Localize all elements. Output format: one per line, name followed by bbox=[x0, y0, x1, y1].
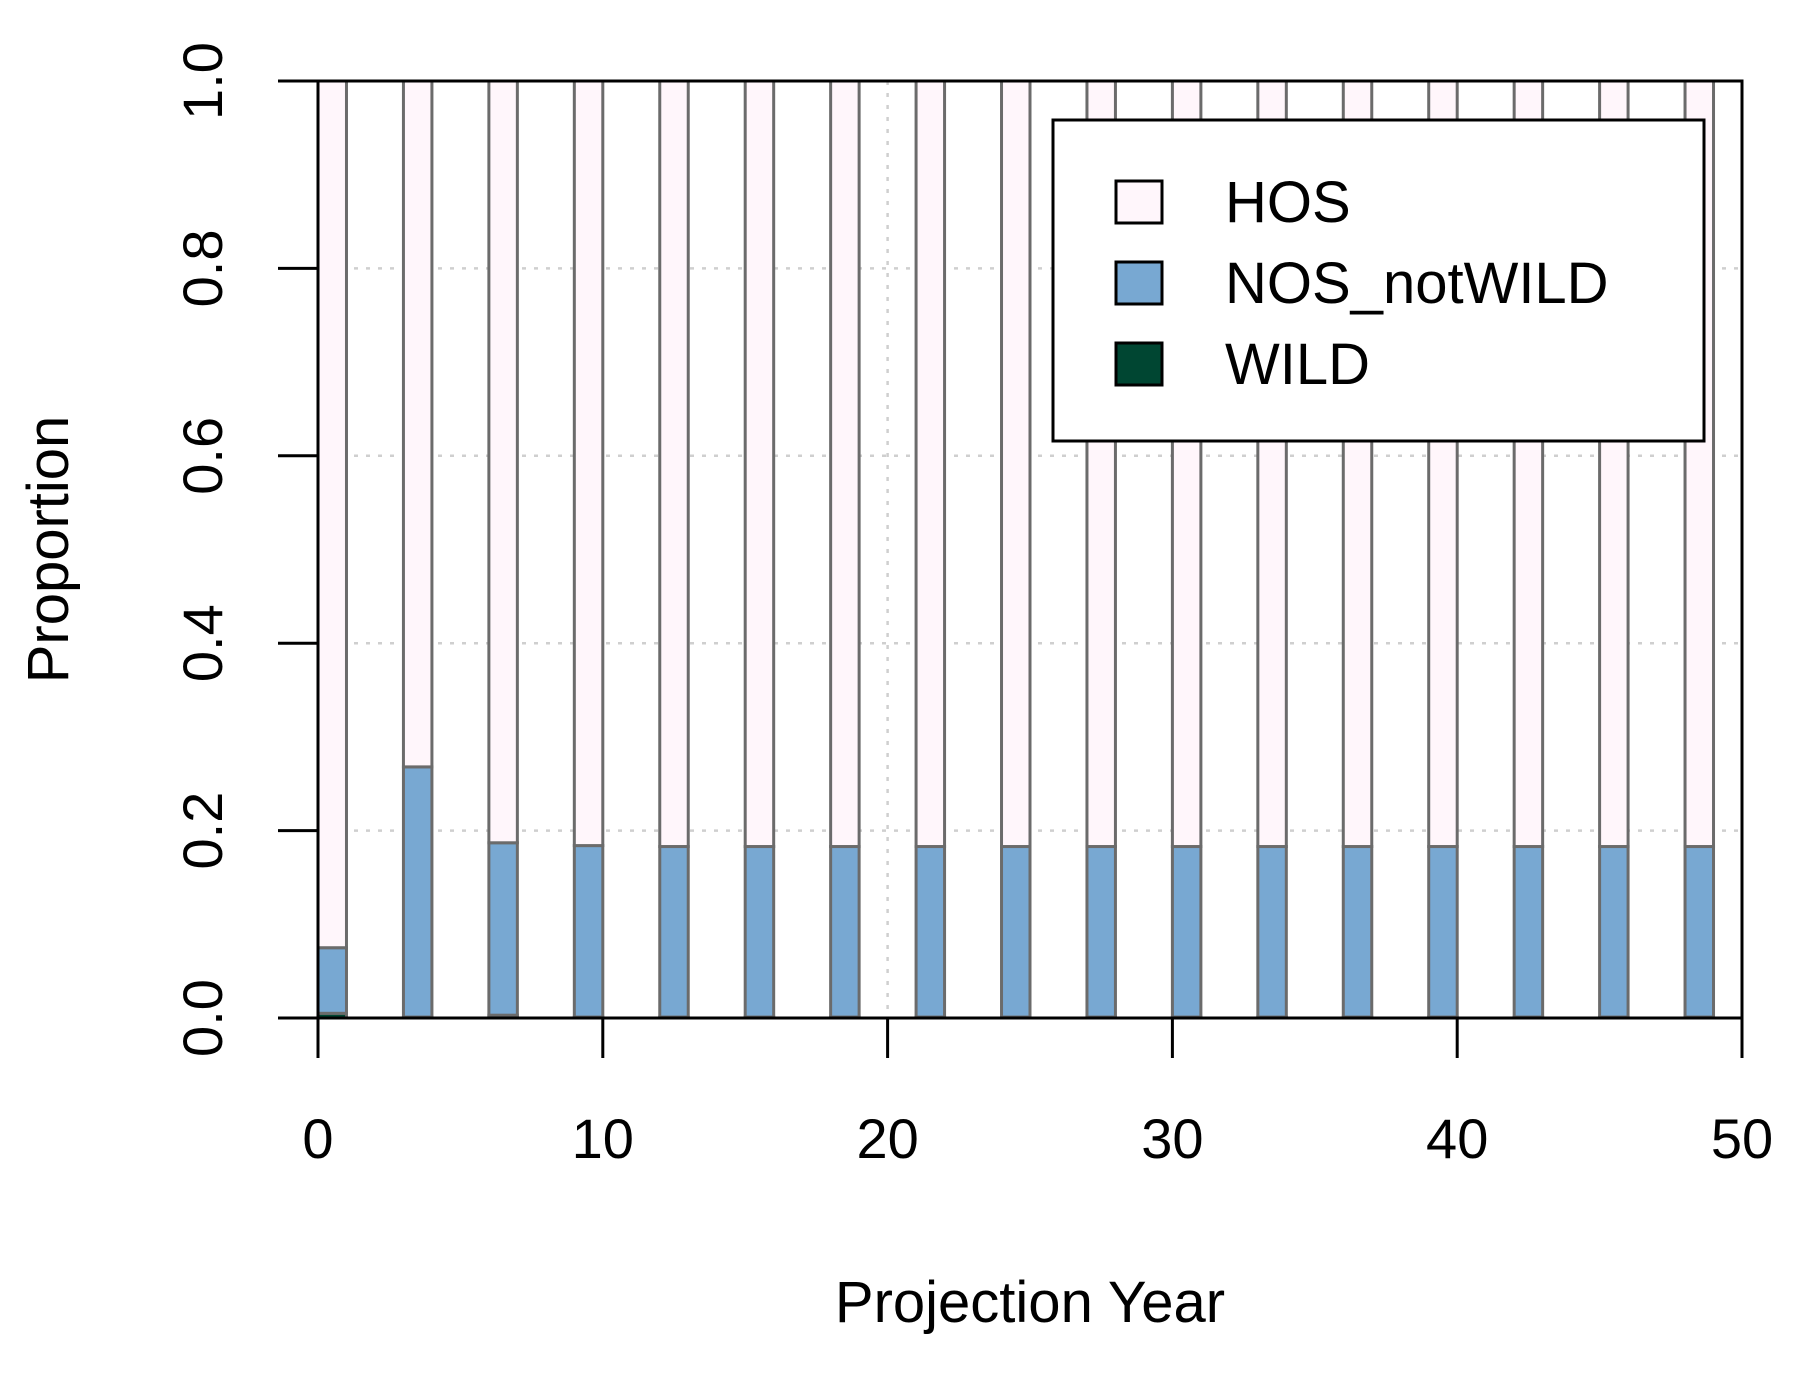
bar-segment-nos-notwild bbox=[829, 845, 861, 1019]
y-tick-label: 0.4 bbox=[171, 604, 234, 682]
legend-label-wild: WILD bbox=[1225, 332, 1370, 397]
bar-segment-nos-notwild bbox=[1000, 845, 1032, 1019]
bar-segment-hos bbox=[658, 79, 690, 849]
x-tick-label: 10 bbox=[572, 1107, 634, 1170]
bar-segment-hos bbox=[829, 79, 861, 849]
bar-segment-nos-notwild bbox=[1598, 845, 1630, 1019]
bar-segment-hos bbox=[572, 79, 605, 848]
bar-segment-nos-notwild bbox=[1170, 845, 1203, 1019]
bar-segment-hos bbox=[1000, 79, 1032, 849]
legend-swatch-wild bbox=[1114, 341, 1164, 387]
x-tick-label: 40 bbox=[1426, 1107, 1488, 1170]
y-tick-label: 1.0 bbox=[171, 42, 234, 120]
x-tick-label: 0 bbox=[302, 1107, 333, 1170]
legend: HOS NOS_notWILD WILD bbox=[1051, 118, 1706, 443]
bar-segment-nos-notwild bbox=[572, 844, 605, 1019]
bar-segment-nos-notwild bbox=[914, 845, 947, 1019]
legend-swatch-nos-notwild bbox=[1114, 260, 1164, 306]
y-tick-label: 0.0 bbox=[171, 979, 234, 1057]
y-axis: 0.0 0.2 0.4 0.6 0.8 1.0 bbox=[171, 42, 320, 1057]
bar-segment-hos bbox=[743, 79, 776, 849]
x-axis-title: Projection Year bbox=[835, 1270, 1225, 1335]
bar-segment-hos bbox=[316, 79, 348, 950]
y-tick-label: 0.6 bbox=[171, 417, 234, 495]
y-tick-label: 0.2 bbox=[171, 792, 234, 870]
bar-segment-hos bbox=[487, 79, 519, 845]
bar-segment-hos bbox=[914, 79, 947, 849]
x-tick-label: 50 bbox=[1711, 1107, 1773, 1170]
y-axis-title: Proportion bbox=[16, 416, 81, 684]
legend-label-hos: HOS bbox=[1225, 170, 1351, 235]
legend-label-nos-notwild: NOS_notWILD bbox=[1225, 251, 1609, 316]
bar-segment-nos-notwild bbox=[658, 845, 690, 1019]
bar-segment-nos-notwild bbox=[316, 946, 348, 1015]
bar-segment-nos-notwild bbox=[1683, 845, 1716, 1019]
legend-swatch-hos bbox=[1114, 179, 1164, 225]
bar-segment-nos-notwild bbox=[1085, 845, 1117, 1019]
bar-segment-nos-notwild bbox=[401, 765, 434, 1019]
x-axis: 0 10 20 30 40 50 bbox=[302, 1016, 1773, 1170]
bar-segment-nos-notwild bbox=[487, 841, 519, 1017]
bar-segment-nos-notwild bbox=[1341, 845, 1374, 1019]
x-tick-label: 30 bbox=[1141, 1107, 1203, 1170]
bar-segment-hos bbox=[401, 79, 434, 769]
x-tick-label: 20 bbox=[856, 1107, 918, 1170]
bar-segment-nos-notwild bbox=[1512, 845, 1545, 1019]
bar-segment-nos-notwild bbox=[1256, 845, 1288, 1019]
bar-segment-nos-notwild bbox=[1427, 845, 1459, 1019]
bar-segment-nos-notwild bbox=[743, 845, 776, 1019]
y-tick-label: 0.8 bbox=[171, 229, 234, 307]
